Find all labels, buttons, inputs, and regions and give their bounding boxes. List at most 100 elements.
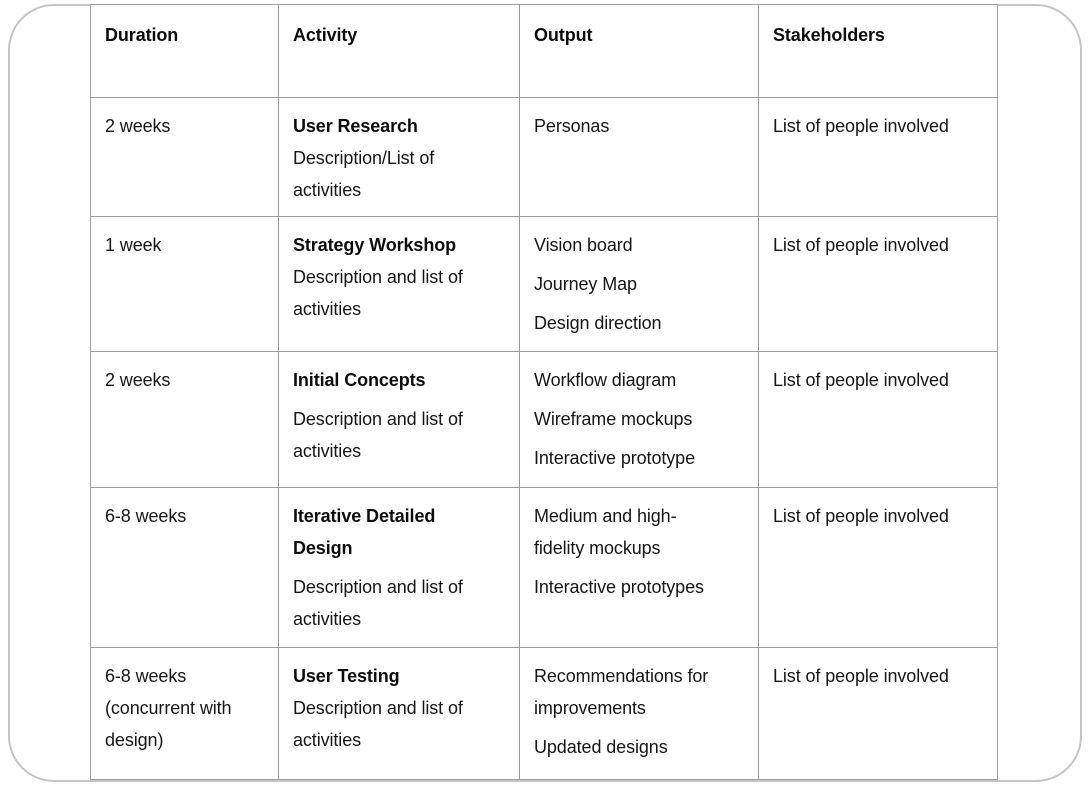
activity-title-text: Strategy Workshop [293, 229, 505, 261]
cell-activity: Iterative Detailed Design Description and … [278, 487, 520, 648]
cell-text: Journey Map [534, 268, 744, 300]
text-line: 1 week [105, 235, 162, 255]
cell-text: List of people involved [773, 110, 983, 142]
cell-text: Interactive prototypes [534, 571, 744, 603]
table-row: 2 weeks Initial Concepts Description and l… [90, 351, 998, 488]
cell-text: Recommendations for improvements [534, 660, 744, 724]
cell-stakeholders: List of people involved [758, 216, 998, 352]
text-line: Strategy Workshop [293, 235, 456, 255]
text-line: Updated designs [534, 737, 668, 757]
text-line: improvements [534, 698, 646, 718]
text-line: activities [293, 730, 362, 750]
table-row: 6-8 weeks Iterative Detailed Design Descrip… [90, 487, 998, 648]
cell-text: Medium and high-fidelity mockups [534, 500, 744, 564]
text-line: activities [293, 180, 362, 200]
cell-stakeholders: List of people involved [758, 97, 998, 217]
cell-output: Medium and high-fidelity mockups Interact… [519, 487, 759, 648]
table-body: 2 weeks User Research Description/List of a… [90, 97, 998, 780]
header-cell-stakeholders: Stakeholders [758, 4, 998, 98]
header-cell-duration: Duration [90, 4, 279, 98]
cell-text: List of people involved [773, 229, 983, 261]
text-line: design) [105, 730, 164, 750]
text-line: activities [293, 299, 362, 319]
project-plan-table: Duration Activity Output Stakeholders 2 wee… [90, 4, 998, 780]
cell-activity: Strategy Workshop Description and list of… [278, 216, 520, 352]
cell-text: 6-8 weeks (concurrent with design) [105, 660, 264, 756]
activity-title-text: User Testing [293, 660, 505, 692]
table-header: Duration Activity Output Stakeholders [90, 4, 998, 98]
cell-text: Personas [534, 110, 744, 142]
text-line: Journey Map [534, 274, 637, 294]
text-line: Description and list of [293, 409, 463, 429]
text-line: Interactive prototype [534, 448, 695, 468]
text-line: Personas [534, 116, 610, 136]
text-line: List of people involved [773, 506, 949, 526]
cell-output: Recommendations for improvements Updated d… [519, 647, 759, 780]
text-line: Iterative Detailed [293, 506, 436, 526]
text-line: (concurrent with [105, 698, 232, 718]
cell-duration: 6-8 weeks (concurrent with design) [90, 647, 279, 780]
cell-text: 2 weeks [105, 110, 264, 142]
activity-title-text: User Research [293, 110, 505, 142]
text-line: Initial Concepts [293, 370, 426, 390]
cell-duration: 6-8 weeks [90, 487, 279, 648]
cell-text: Description/List of activities [293, 142, 505, 206]
cell-text: Updated designs [534, 731, 744, 763]
text-line: 6-8 weeks [105, 506, 187, 526]
cell-text: Workflow diagram [534, 364, 744, 396]
cell-text: Wireframe mockups [534, 403, 744, 435]
text-line: List of people involved [773, 370, 949, 390]
table-header-row: Duration Activity Output Stakeholders [90, 4, 998, 98]
text-line: List of people involved [773, 235, 949, 255]
cell-stakeholders: List of people involved [758, 351, 998, 488]
text-line: Design [293, 538, 353, 558]
table-row: 1 week Strategy Workshop Description and l… [90, 216, 998, 352]
cell-text: 6-8 weeks [105, 500, 264, 532]
text-line: List of people involved [773, 666, 949, 686]
text-line: Description and list of [293, 267, 463, 287]
text-line: Recommendations for [534, 666, 709, 686]
text-line: 6-8 weeks [105, 666, 187, 686]
table-row: 6-8 weeks (concurrent with design) User Tes… [90, 647, 998, 780]
cell-activity: User Testing Description and list of activ… [278, 647, 520, 780]
text-line: User Testing [293, 666, 400, 686]
cell-stakeholders: List of people involved [758, 487, 998, 648]
table-row: 2 weeks User Research Description/List of a… [90, 97, 998, 217]
text-line: 2 weeks [105, 370, 171, 390]
text-line: List of people involved [773, 116, 949, 136]
activity-title-text: Initial Concepts [293, 364, 505, 396]
cell-duration: 2 weeks [90, 351, 279, 488]
activity-title-text: Iterative Detailed Design [293, 500, 505, 564]
cell-output: Vision board Journey Map Design direction [519, 216, 759, 352]
cell-stakeholders: List of people involved [758, 647, 998, 780]
cell-duration: 2 weeks [90, 97, 279, 217]
text-line: Medium and high- [534, 506, 677, 526]
cell-text: List of people involved [773, 364, 983, 396]
text-line: fidelity mockups [534, 538, 661, 558]
text-line: activities [293, 441, 362, 461]
header-cell-activity: Activity [278, 4, 520, 98]
cell-output: Workflow diagram Wireframe mockups Interac… [519, 351, 759, 488]
text-line: Wireframe mockups [534, 409, 693, 429]
cell-text: 1 week [105, 229, 264, 261]
cell-text: Description and list of activities [293, 403, 505, 467]
text-line: Design direction [534, 313, 662, 333]
text-line: Description/List of [293, 148, 435, 168]
header-cell-output: Output [519, 4, 759, 98]
cell-text: List of people involved [773, 660, 983, 692]
text-line: Vision board [534, 235, 633, 255]
cell-text: Description and list of activities [293, 571, 505, 635]
cell-text: Description and list of activities [293, 261, 505, 325]
text-line: Interactive prototypes [534, 577, 704, 597]
text-line: User Research [293, 116, 418, 136]
cell-text: Vision board [534, 229, 744, 261]
text-line: activities [293, 609, 362, 629]
cell-output: Personas [519, 97, 759, 217]
text-line: Description and list of [293, 577, 463, 597]
cell-text: 2 weeks [105, 364, 264, 396]
cell-duration: 1 week [90, 216, 279, 352]
text-line: 2 weeks [105, 116, 171, 136]
text-line: Description and list of [293, 698, 463, 718]
cell-text: Design direction [534, 307, 744, 339]
cell-text: Interactive prototype [534, 442, 744, 474]
